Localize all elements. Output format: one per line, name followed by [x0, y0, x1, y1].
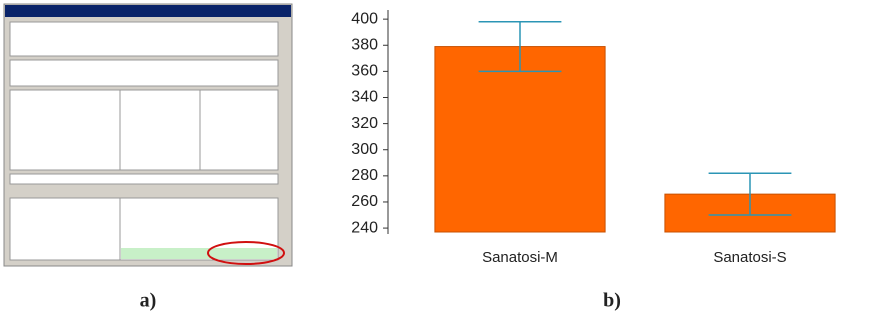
- title-bar: [5, 5, 291, 17]
- panel-label: a): [140, 290, 157, 312]
- y-tick-label: 240: [351, 219, 378, 236]
- stats-table: [9, 89, 279, 171]
- x-tick-label: Sanatosi-S: [713, 249, 786, 266]
- bar: [434, 46, 606, 233]
- stats-row: [9, 173, 279, 185]
- variables-box: [9, 59, 279, 87]
- y-tick-label: 360: [351, 63, 378, 80]
- y-tick-label: 400: [351, 10, 378, 27]
- error-bar: [478, 21, 562, 73]
- p-value-cell: [121, 248, 277, 259]
- y-tick-label: 280: [351, 167, 378, 184]
- stats-window: [3, 3, 293, 267]
- x-tick-label: Sanatosi-M: [482, 249, 558, 266]
- y-tick-label: 300: [351, 141, 378, 158]
- panel-label: b): [603, 290, 621, 312]
- samples-box: [9, 21, 279, 57]
- highlight-ellipse: [207, 241, 285, 265]
- y-tick-label: 320: [351, 115, 378, 132]
- y-tick-label: 380: [351, 36, 378, 53]
- y-tick-label: 340: [351, 89, 378, 106]
- error-bar: [708, 172, 792, 216]
- y-tick-label: 260: [351, 193, 378, 210]
